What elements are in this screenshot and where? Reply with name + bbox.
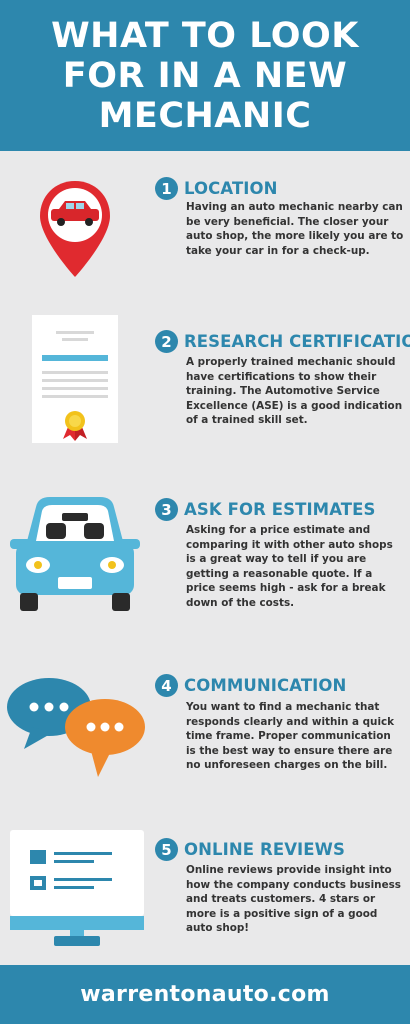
item-title: COMMUNICATION (184, 676, 347, 695)
item-title: ONLINE REVIEWS (184, 840, 345, 859)
item-title: LOCATION (184, 179, 278, 198)
step-number: 1 (155, 177, 178, 200)
item-title: ASK FOR ESTIMATES (184, 500, 376, 519)
step-number: 2 (155, 330, 178, 353)
item-location: 1 LOCATION Having an auto mechanic nearb… (0, 151, 410, 301)
footer-banner: warrentonauto.com (0, 965, 410, 1024)
item-description: Asking for a price estimate and comparin… (186, 524, 393, 609)
item-ask-for-estimates: 3 ASK FOR ESTIMATES Asking for a price e… (0, 481, 410, 661)
item-research-certifications: 2 RESEARCH CERTIFICATIONS A properly tra… (0, 301, 410, 481)
step-number: 5 (155, 838, 178, 861)
location-pin-car-icon (38, 179, 112, 283)
item-description: You want to find a mechanic that respond… (186, 701, 395, 771)
step-number: 3 (155, 498, 178, 521)
item-description: Online reviews provide insight into how … (186, 864, 401, 934)
item-communication: 4 COMMUNICATION You want to find a mecha… (0, 661, 410, 821)
monitor-reviews-icon (10, 830, 144, 952)
item-description: Having an auto mechanic nearby can be ve… (186, 201, 404, 257)
chat-bubbles-icon (4, 675, 146, 791)
certificate-icon (32, 315, 118, 447)
step-number: 4 (155, 674, 178, 697)
item-description: A properly trained mechanic should have … (186, 356, 403, 426)
item-title: RESEARCH CERTIFICATIONS (184, 332, 410, 351)
item-online-reviews: 5 ONLINE REVIEWS Online reviews provide … (0, 821, 410, 965)
page-title: WHAT TO LOOK FOR IN A NEW MECHANIC (51, 15, 359, 136)
header-banner: WHAT TO LOOK FOR IN A NEW MECHANIC (0, 0, 410, 151)
car-front-icon (8, 495, 142, 617)
website-url: warrentonauto.com (80, 982, 330, 1007)
